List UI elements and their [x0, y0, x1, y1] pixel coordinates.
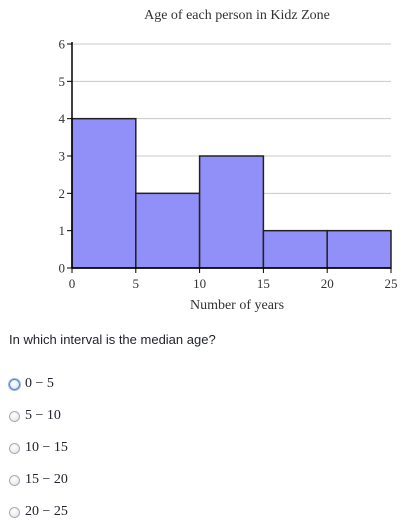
- choice-label: 10 − 15: [25, 440, 68, 455]
- choice-5-10[interactable]: 5 − 10: [9, 405, 61, 427]
- x-tick-label: 10: [193, 276, 206, 291]
- histogram-bar: [135, 192, 201, 269]
- choice-label: 5 − 10: [25, 408, 61, 423]
- choice-10-15[interactable]: 10 − 15: [9, 437, 68, 459]
- choice-label: 15 − 20: [25, 472, 68, 487]
- histogram-bar: [198, 155, 265, 269]
- histogram-bar: [71, 117, 137, 269]
- x-axis-label: Number of years: [190, 298, 284, 313]
- x-tick-label: 15: [257, 276, 270, 291]
- y-tick-label: 0: [59, 261, 66, 276]
- x-tick-label: 20: [321, 276, 334, 291]
- histogram-bar: [326, 229, 392, 269]
- y-tick-label: 3: [59, 149, 66, 164]
- y-tick-label: 5: [59, 74, 66, 89]
- y-tick-label: 1: [59, 223, 66, 238]
- choice-0-5[interactable]: 0 − 5: [9, 373, 54, 395]
- y-tick-labels: 0 1 2 3 4 5 6: [59, 37, 66, 276]
- radio-button-icon[interactable]: [9, 378, 20, 390]
- radio-button-icon[interactable]: [9, 442, 20, 454]
- radio-button-icon[interactable]: [9, 506, 20, 518]
- axes: [67, 42, 392, 273]
- choice-20-25[interactable]: 20 − 25: [9, 501, 68, 523]
- histogram-chart: Age of each person in Kidz Zone 0123456 …: [59, 8, 398, 313]
- bars: [71, 117, 392, 269]
- x-tick-label: 25: [385, 276, 398, 291]
- y-tick-label: 4: [59, 111, 66, 126]
- x-tick-label: 5: [133, 276, 140, 291]
- question-text: In which interval is the median age?: [9, 332, 216, 347]
- chart-title: Age of each person in Kidz Zone: [144, 8, 330, 23]
- choice-15-20[interactable]: 15 − 20: [9, 469, 68, 491]
- x-tick-label: 0: [69, 276, 76, 291]
- radio-button-icon[interactable]: [9, 410, 20, 422]
- choice-label: 20 − 25: [25, 504, 68, 519]
- y-tick-label: 6: [59, 37, 66, 52]
- x-tick-labels: 0 5 10 15 20 25: [69, 276, 398, 291]
- choice-label: 0 − 5: [25, 376, 54, 391]
- histogram-bar: [262, 229, 328, 269]
- radio-button-icon[interactable]: [9, 474, 20, 486]
- y-tick-label: 2: [59, 186, 66, 201]
